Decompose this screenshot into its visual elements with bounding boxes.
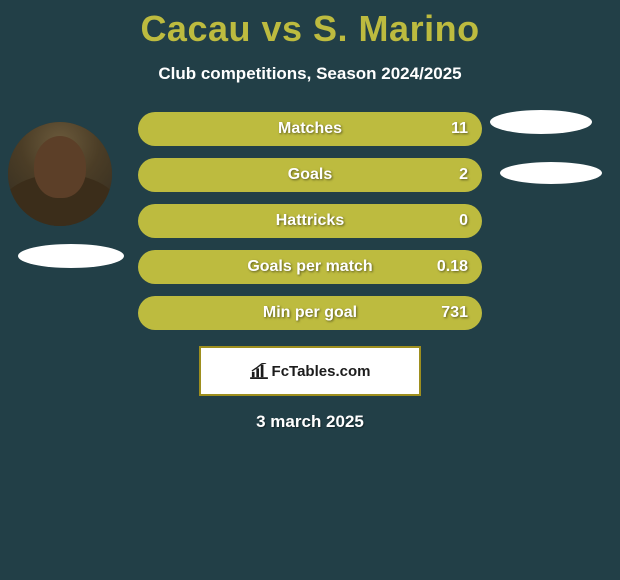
promo-text: FcTables.com [272,363,371,380]
stats-bars: Matches 11 Goals 2 Hattricks 0 Goals per… [138,112,482,330]
stat-label: Min per goal [138,296,482,330]
subtitle: Club competitions, Season 2024/2025 [0,64,620,84]
stat-label: Goals per match [138,250,482,284]
stat-value: 2 [459,158,468,192]
date-label: 3 march 2025 [0,412,620,432]
player-right-pill-1 [490,110,592,134]
stat-bar-goals-per-match: Goals per match 0.18 [138,250,482,284]
stat-label: Matches [138,112,482,146]
promo-badge[interactable]: FcTables.com [199,346,421,396]
bar-chart-icon [250,363,268,379]
stat-bar-hattricks: Hattricks 0 [138,204,482,238]
stat-value: 0 [459,204,468,238]
player-left-avatar [8,122,112,226]
stat-label: Hattricks [138,204,482,238]
stat-label: Goals [138,158,482,192]
page-title: Cacau vs S. Marino [0,8,620,50]
stat-bar-matches: Matches 11 [138,112,482,146]
stat-value: 11 [451,112,468,146]
avatar-head [34,136,86,198]
player-left-name-pill [18,244,124,268]
stat-value: 731 [441,296,468,330]
comparison-body: Matches 11 Goals 2 Hattricks 0 Goals per… [0,112,620,432]
stat-value: 0.18 [437,250,468,284]
player-right-pill-2 [500,162,602,184]
stat-bar-min-per-goal: Min per goal 731 [138,296,482,330]
stat-bar-goals: Goals 2 [138,158,482,192]
